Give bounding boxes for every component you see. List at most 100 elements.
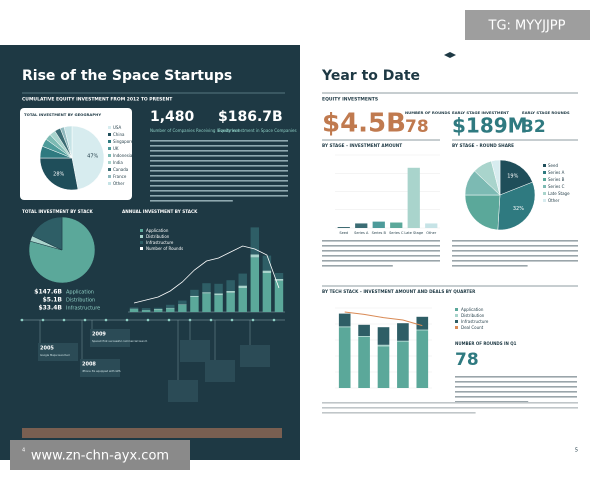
legend-swatch [543,192,546,195]
legend-swatch [108,133,111,136]
bar [226,280,235,291]
pie-label: 28% [53,172,64,178]
event-box [180,340,210,362]
text-line [322,260,440,262]
event-year: 2008 [82,362,96,368]
timeline-dot [125,318,129,322]
text-line [322,245,440,247]
bar [338,327,351,388]
x-tick-label: Series A [354,231,369,235]
bar [358,336,370,388]
legend-swatch [455,326,458,329]
legend-label: Seed [548,163,558,168]
line [133,245,280,304]
bar [166,308,175,312]
text-line [455,386,577,388]
bar [153,309,163,310]
bar [238,288,247,312]
kpi-label: NUMBER OF ROUNDS IN Q1 [455,341,517,346]
event-year: 2005 [40,346,54,352]
legend-swatch [455,308,458,311]
bar [178,304,187,305]
bar [129,309,139,312]
text-line [322,407,578,409]
text-line [150,150,288,152]
bar [238,285,247,288]
bar [338,326,351,328]
pie-slice [39,157,79,191]
stat-label: Equity Investment in Space Companies [218,128,297,133]
text-line [322,240,440,242]
text-line [452,255,578,257]
text-line [150,180,288,182]
x-tick-label: Seed [339,231,348,235]
timeline-dot [83,318,87,322]
stack-label: Infrastructure [66,306,100,312]
x-tick-label: Other [426,231,436,235]
legend-swatch [543,199,546,202]
legend-label: France [113,174,127,179]
panel-title: TOTAL INVESTMENT BY STACK [22,209,94,214]
bar [141,310,151,312]
bar [377,346,390,388]
bar [390,222,403,228]
bar [397,340,409,342]
text-line [452,260,578,262]
pie-slice [31,216,63,251]
timeline-dot [62,318,66,322]
bar [274,280,284,312]
panel-title: BY STAGE – INVESTMENT AMOUNT [322,143,402,148]
legend-label: Canada [113,167,129,172]
bar [190,295,199,297]
legend-label: UK [113,146,119,151]
text-line [452,265,528,267]
footer-box [10,440,190,470]
stack-amount: $33.4B [38,305,62,312]
kpi-label: EARLY STAGE INVESTMENT [452,110,509,115]
decor [22,428,282,438]
event-box [80,359,120,377]
bar [250,257,260,312]
legend-swatch [108,161,111,164]
legend-swatch [543,178,546,181]
legend-swatch [108,175,111,178]
logo [444,52,456,58]
legend-swatch [455,320,458,323]
text-line [452,250,578,252]
legend-swatch [140,235,143,238]
bar [214,293,223,296]
text-line [150,145,288,147]
text-line [322,402,578,404]
legend-swatch [108,140,111,143]
legend-swatch [543,171,546,174]
legend-swatch [108,126,111,129]
legend-label: Distribution [146,234,170,239]
bar [377,327,390,345]
bar [274,273,284,279]
total-value: $4.5B [322,109,406,139]
legend-swatch [140,247,143,250]
legend-label: Other [113,181,125,186]
right-page [300,45,600,460]
legend-label: Other [548,198,560,203]
timeline-dot [251,318,255,322]
line [344,311,423,327]
text-line [150,195,288,197]
bar [153,307,163,309]
pie-label: 32% [513,206,524,212]
bar [425,223,438,228]
bar [338,313,351,327]
pie-label: 19% [507,174,518,180]
legend-swatch [543,164,546,167]
bar [262,270,272,273]
panel-title: BY TECH STACK – INVESTMENT AMOUNT AND DE… [322,289,476,294]
stat-value: $186.7B [218,109,283,125]
text-line [322,250,440,252]
timeline-dot [20,318,24,322]
bar [202,283,211,293]
body-text [150,140,578,414]
bar [358,336,370,337]
legend-label: Application [461,307,484,312]
